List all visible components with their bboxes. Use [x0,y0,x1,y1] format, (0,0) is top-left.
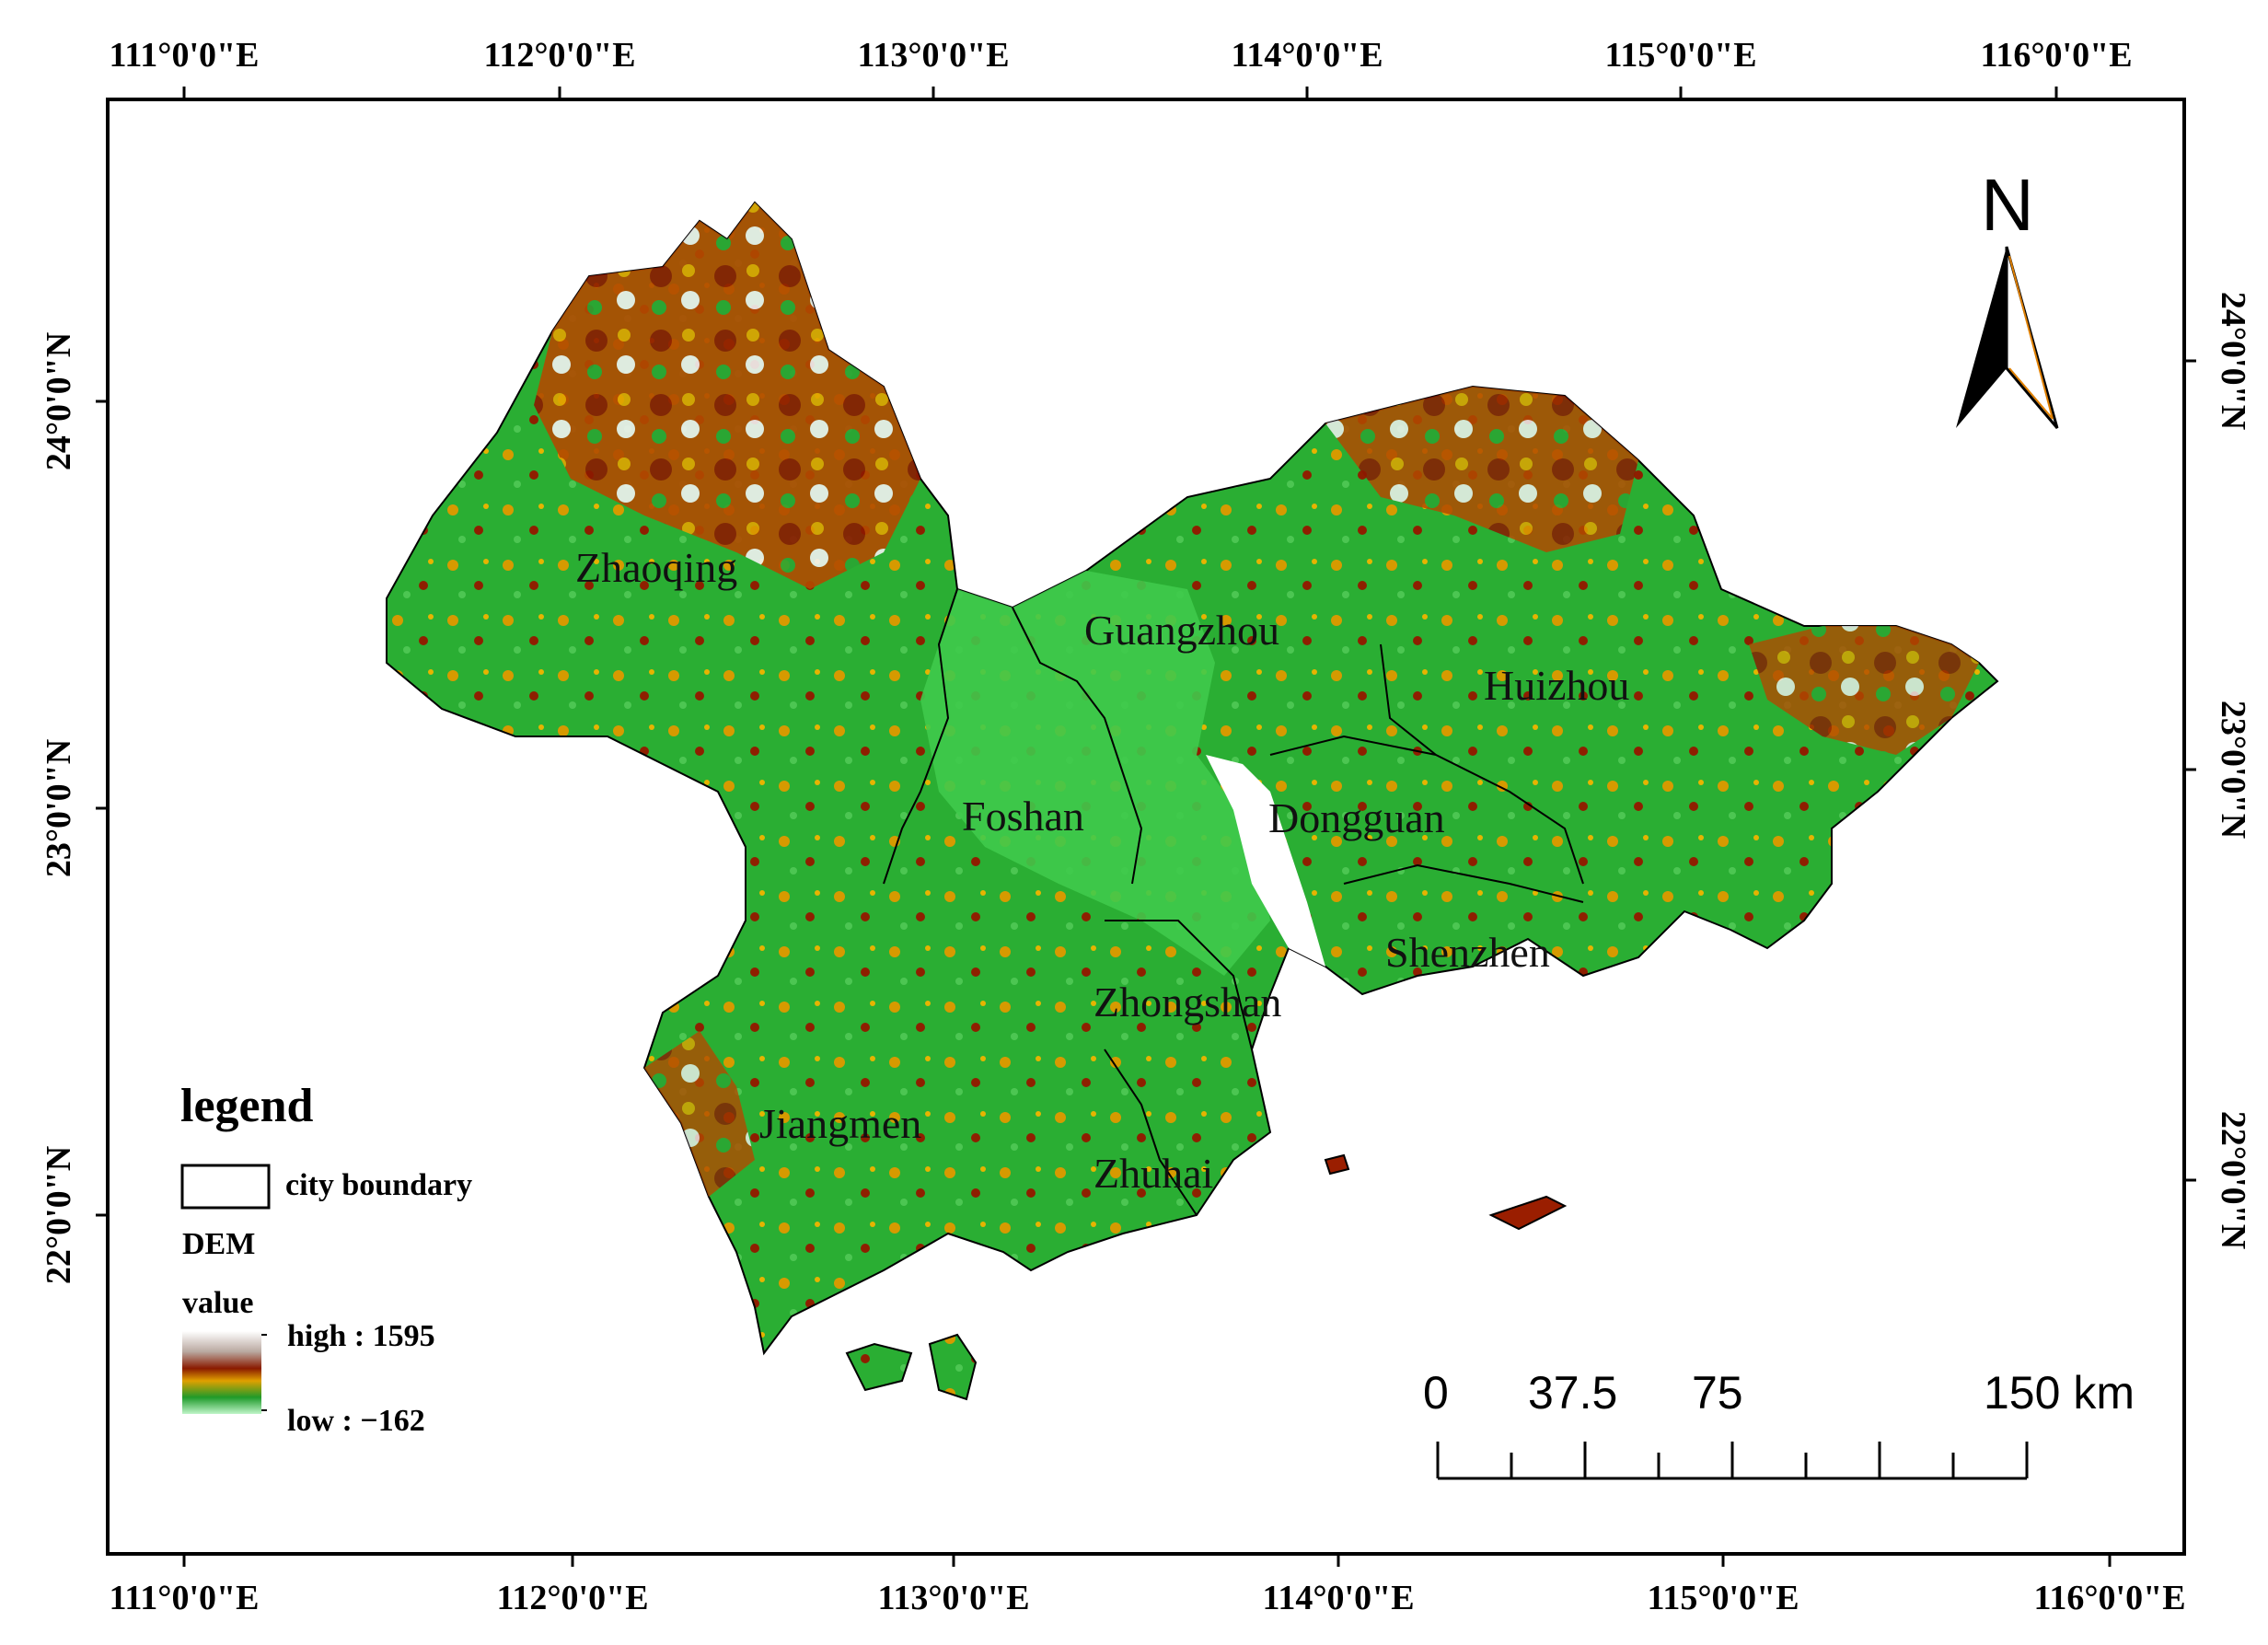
top-longitude-label: 111°0'0"E [109,36,259,75]
right-latitude-label: 24°0'0"N [2214,292,2252,430]
region-landmass [386,201,1999,1401]
city-label-zhongshan: Zhongshan [1094,979,1281,1025]
dem-high-label: high : 1595 [287,1319,435,1353]
city-label-shenzhen: Shenzhen [1385,929,1550,976]
scale-label-75: 75 [1692,1367,1743,1419]
value-label: value [182,1286,253,1320]
legend: legend city boundary DEM value high : 15… [180,1080,472,1438]
left-latitude-label: 23°0'0"N [40,739,78,877]
city-label-foshan: Foshan [962,793,1084,840]
bottom-longitude-label: 114°0'0"E [1262,1579,1414,1617]
top-longitude-label: 113°0'0"E [857,36,1009,75]
city-label-jiangmen: Jiangmen [759,1100,921,1147]
top-longitude-label: 112°0'0"E [483,36,635,75]
scale-label-150: 150 km [1984,1367,2135,1419]
top-longitude-label: 114°0'0"E [1231,36,1383,75]
top-longitude-label: 116°0'0"E [1980,36,2132,75]
dem-color-ramp [182,1331,261,1414]
north-label: N [1981,164,2034,246]
dem-label: DEM [182,1227,255,1261]
right-latitude-label: 22°0'0"N [2214,1111,2252,1249]
city-label-zhuhai: Zhuhai [1094,1150,1213,1197]
city-labels: Zhaoqing Guangzhou Huizhou Foshan Donggu… [575,544,1629,1197]
boundary-label: city boundary [285,1168,472,1202]
bottom-longitude-label: 116°0'0"E [2033,1579,2185,1617]
city-boundaries [883,588,1584,1216]
bottom-longitude-label: 111°0'0"E [109,1579,259,1617]
city-label-zhaoqing: Zhaoqing [575,544,737,591]
bottom-longitude-label: 113°0'0"E [877,1579,1029,1617]
dem-low-label: low : −162 [287,1404,425,1438]
bottom-longitude-label: 115°0'0"E [1647,1579,1799,1617]
legend-title: legend [180,1080,314,1132]
city-label-guangzhou: Guangzhou [1084,607,1279,654]
north-arrow: N [1956,164,2059,429]
right-latitude-label: 23°0'0"N [2214,701,2252,839]
scale-label-37-5: 37.5 [1528,1367,1617,1419]
left-latitude-label: 24°0'0"N [40,332,78,470]
city-label-huizhou: Huizhou [1484,662,1629,709]
bottom-longitude-label: 112°0'0"E [496,1579,648,1617]
scale-bar: 0 37.5 75 150 km [1423,1367,2135,1480]
top-longitude-ticks: 111°0'0"E 112°0'0"E 113°0'0"E 114°0'0"E 115°… [109,36,2133,99]
top-longitude-label: 115°0'0"E [1604,36,1756,75]
bottom-longitude-ticks: 111°0'0"E 112°0'0"E 113°0'0"E 114°0'0"E 115°… [109,1554,2186,1617]
boundary-swatch [180,1164,271,1210]
city-label-dongguan: Dongguan [1268,794,1445,841]
scale-label-0: 0 [1423,1367,1449,1419]
left-latitude-label: 22°0'0"N [40,1146,78,1284]
right-latitude-ticks: 24°0'0"N 23°0'0"N 22°0'0"N [2184,292,2252,1249]
left-latitude-ticks: 24°0'0"N 23°0'0"N 22°0'0"N [40,332,108,1284]
